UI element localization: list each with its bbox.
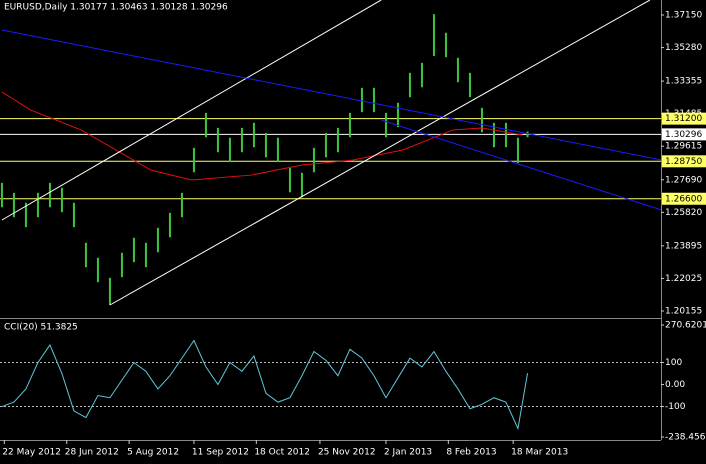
x-tick-label: 22 May 2012 [2, 448, 61, 458]
y-tick-label: 270.6201 [665, 320, 706, 330]
indicator-line [1, 339, 529, 431]
trend-line [1, 29, 661, 161]
level-label: 1.26600 [665, 194, 702, 204]
x-tick-label: 28 Jun 2012 [65, 448, 119, 458]
y-tick-label: 100 [665, 358, 682, 368]
plot-area [0, 0, 661, 306]
x-tick-label: 18 Mar 2013 [511, 448, 568, 458]
trend-line [380, 119, 661, 211]
y-tick-label: 1.20155 [665, 307, 702, 317]
trend-line [109, 0, 651, 306]
x-tick-label: 8 Feb 2013 [446, 448, 496, 458]
y-tick-label: 1.23895 [665, 241, 702, 251]
x-tick-label: 5 Aug 2012 [127, 448, 179, 458]
indicator-title: CCI(20) 51.3825 [4, 323, 78, 333]
level-label: 1.28750 [665, 157, 702, 167]
level-label-box [662, 112, 706, 125]
trend-line [1, 0, 382, 221]
level-label-box [662, 192, 706, 205]
y-tick-label: 1.22025 [665, 274, 702, 284]
x-tick-label: 25 Nov 2012 [318, 448, 376, 458]
level-label: 1.31200 [665, 114, 702, 124]
y-tick-label: 1.35280 [665, 43, 702, 53]
plot-area [0, 339, 661, 431]
level-label-box [662, 155, 706, 168]
y-tick-label: -100 [665, 402, 686, 412]
y-tick-label: 1.29615 [665, 142, 702, 152]
x-tick-label: 18 Oct 2012 [254, 448, 310, 458]
x-tick-label: 2 Jan 2013 [384, 448, 432, 458]
y-tick-label: 1.37150 [665, 10, 702, 20]
x-tick-label: 11 Sep 2012 [192, 448, 249, 458]
y-tick-label: 1.25820 [665, 208, 702, 218]
chart-title: EURUSD,Daily 1.30177 1.30463 1.30128 1.3… [4, 3, 228, 13]
level-label: 1.30296 [665, 130, 702, 140]
level-label-box [662, 128, 706, 141]
moving-average [1, 91, 523, 181]
y-tick-label: 1.33355 [665, 77, 702, 87]
y-tick-label: 1.27690 [665, 175, 702, 185]
y-tick-label: 0.00 [665, 380, 685, 390]
y-tick-label: -238.4566 [665, 432, 706, 442]
